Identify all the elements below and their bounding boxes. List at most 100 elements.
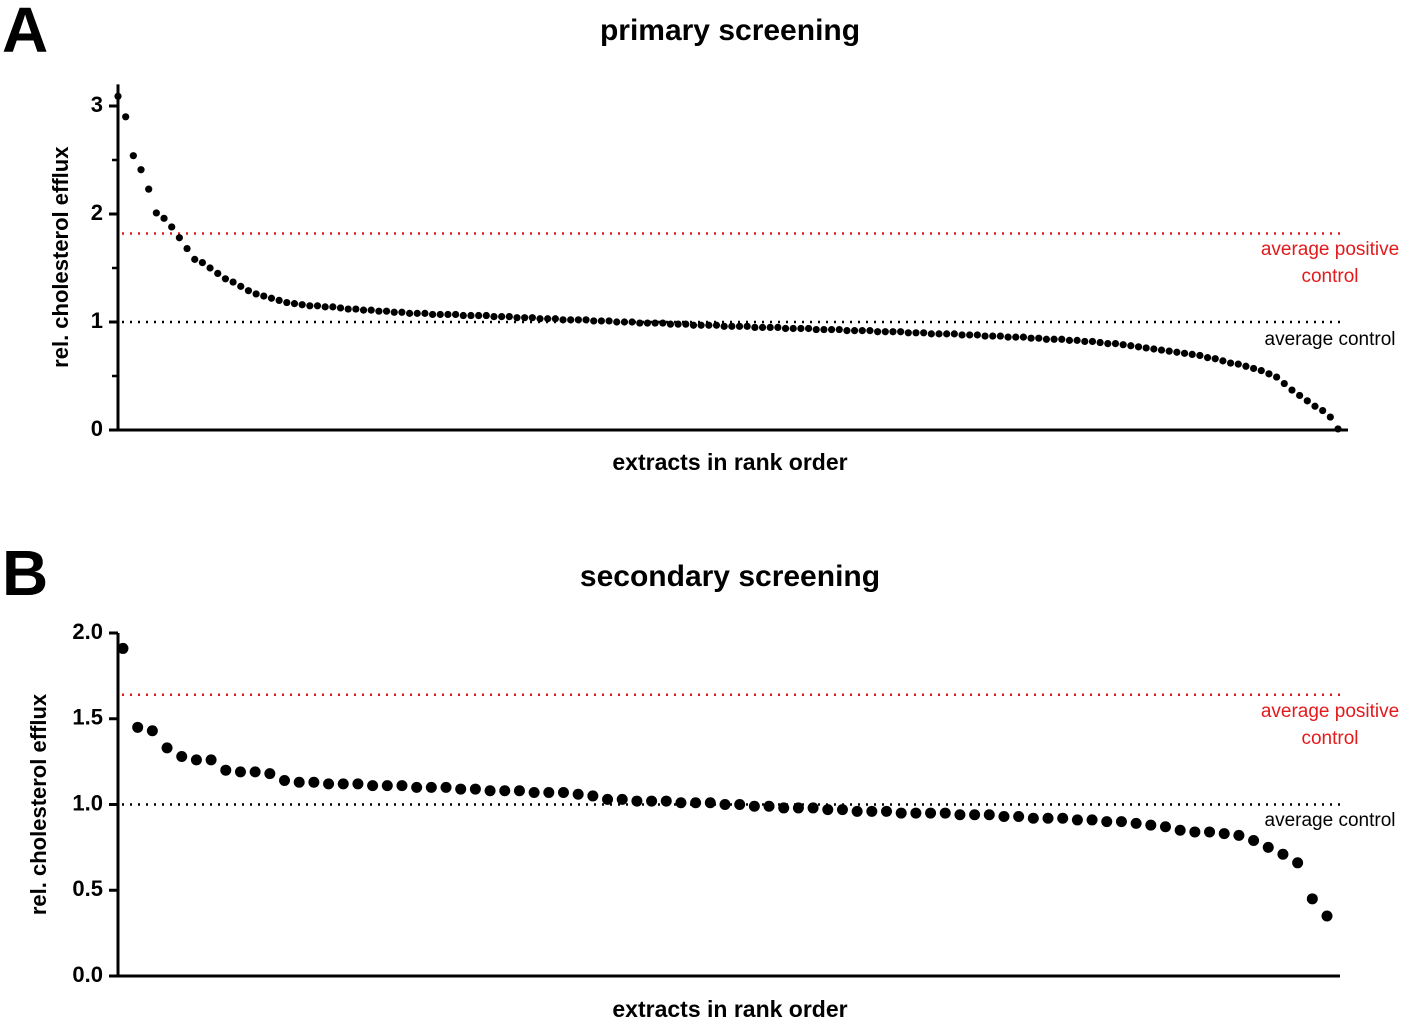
data-point [145,185,153,193]
data-point [352,778,364,790]
data-point [244,287,253,295]
data-point [551,315,559,323]
data-point [367,780,379,792]
data-point [521,314,529,322]
data-point [1027,812,1039,824]
data-point [751,323,759,331]
data-point [1265,370,1273,378]
data-point [452,310,460,319]
data-point [264,768,276,780]
data-point [720,322,728,330]
data-point [543,786,555,798]
data-point [719,799,731,810]
data-point [1157,346,1166,354]
data-point [797,324,805,333]
data-point [1057,812,1069,824]
data-point [774,323,782,331]
data-point [168,223,176,231]
data-point [616,793,628,805]
data-point [1127,342,1135,350]
data-point [1234,360,1242,368]
data-point [237,282,245,290]
data-point [912,329,920,337]
data-point [950,330,958,338]
data-point [344,305,352,313]
data-point [308,776,320,788]
data-point [352,305,360,313]
data-point [444,310,452,319]
data-point [1042,335,1051,343]
y-tick-label: 3 [91,92,103,117]
data-point [998,811,1010,823]
data-point [1180,349,1189,357]
data-point [1303,397,1311,405]
data-point [674,320,682,328]
data-point [498,313,506,321]
data-point [1088,337,1097,346]
data-point [559,316,567,324]
data-point [455,783,467,795]
data-point [1150,345,1158,353]
data-point [666,320,675,328]
data-point [1058,335,1066,343]
data-point [1334,425,1342,433]
data-point [175,234,183,242]
data-point [789,324,797,333]
data-point [628,318,636,326]
data-point [636,319,644,327]
y-tick-label: 0.0 [72,962,103,987]
data-point [804,324,813,333]
data-point [1196,351,1204,360]
data-point [620,318,629,326]
data-point [1306,893,1318,905]
data-point [313,302,322,310]
data-point [836,804,848,816]
data-point [925,807,937,819]
data-point [895,807,907,819]
data-point [881,805,893,817]
data-point [582,316,590,324]
data-point [858,327,866,335]
data-point [191,255,199,263]
data-point [954,809,966,821]
data-point [1277,848,1289,860]
data-point [1086,814,1098,826]
data-point [505,313,513,321]
data-point [1004,333,1012,341]
data-point [367,306,375,314]
data-point [822,804,834,816]
data-point [260,292,268,300]
x-axis-label: extracts in rank order [612,449,847,475]
y-tick-label: 0 [91,416,103,441]
data-point [927,330,935,338]
y-tick-label: 1.5 [72,705,103,730]
data-point [183,244,191,253]
data-point [459,311,467,320]
data-point [1319,406,1327,415]
data-point [766,323,774,331]
data-point [122,113,130,121]
data-point [690,797,702,809]
data-point [359,306,368,314]
data-point [590,317,598,325]
y-tick-label: 1 [91,308,103,333]
data-point [1326,413,1334,421]
data-point [1145,819,1157,831]
data-point [382,307,391,315]
data-point [1321,910,1333,922]
data-point [643,319,652,327]
data-point [966,331,974,339]
data-point [114,92,122,100]
data-point [1280,379,1288,388]
data-point [381,780,393,792]
data-point [469,783,481,795]
data-point [220,764,232,776]
data-point [1165,347,1173,355]
data-point [132,721,144,733]
data-point [973,331,981,339]
data-point [467,311,475,320]
data-point [1233,829,1245,841]
data-point [935,330,943,338]
data-point [763,800,775,812]
data-point [528,314,536,322]
